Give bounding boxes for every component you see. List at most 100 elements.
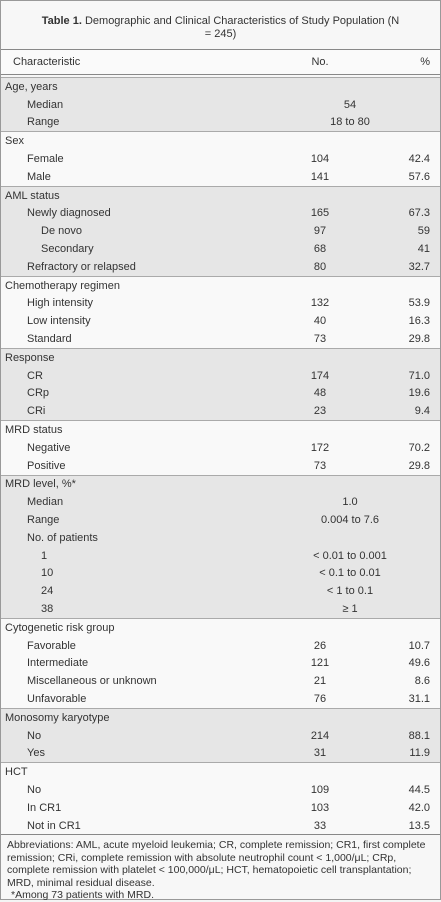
pct-cell: 41 — [417, 243, 430, 256]
table-row: Female 104 42.4 — [1, 150, 440, 168]
row-label: Standard — [27, 333, 72, 346]
header-cell: Characteristic — [13, 56, 81, 68]
table-row: De novo 97 59 — [1, 222, 440, 241]
row-label: De novo — [41, 225, 82, 238]
section-row: Sex — [1, 131, 440, 151]
no-cell: 132 — [310, 297, 330, 310]
row-label: Female — [27, 153, 64, 166]
table-row: No 214 88.1 — [1, 726, 440, 745]
pct-cell: 32.7 — [408, 260, 430, 273]
section-title: Sex — [5, 135, 24, 148]
footer: Abbreviations: AML, acute myeloid leukem… — [1, 835, 440, 902]
header-row: Characteristic No. % — [1, 49, 440, 75]
pct-cell: 49.6 — [408, 657, 430, 670]
row-label: Median — [27, 496, 64, 509]
section-row: Monosomy karyotype — [1, 707, 440, 727]
row-label: Unfavorable — [27, 692, 87, 705]
table-row: Median 54 — [1, 95, 440, 114]
table-row: Range 18 to 80 — [1, 113, 440, 132]
no-cell: 165 — [310, 207, 330, 220]
table-row: 1 < 0.01 to 0.001 — [1, 546, 440, 565]
pct-cell: 11.9 — [409, 747, 430, 760]
section-title: MRD level, %* — [5, 478, 76, 491]
no-cell: 104 — [310, 153, 330, 166]
pct-cell: 53.9 — [408, 297, 430, 310]
no-cell: 26 — [313, 639, 327, 652]
value-cell: 1.0 — [342, 496, 358, 509]
row-label: Favorable — [27, 639, 76, 652]
table-body: Age, years Median 54 Range 18 to 80 Sex Female… — [1, 75, 440, 836]
no-cell: 141 — [310, 170, 330, 183]
footnote: *Among 73 patients with MRD. — [11, 889, 154, 902]
no-cell: 172 — [310, 441, 330, 454]
row-label: Low intensity — [27, 315, 91, 328]
table-row: CRp 48 19.6 — [1, 384, 440, 403]
value-cell: < 0.01 to 0.001 — [313, 549, 387, 562]
row-label: Yes — [27, 747, 45, 760]
table-row: Secondary 68 41 — [1, 240, 440, 258]
section-title: Age, years — [5, 80, 58, 93]
section-row: Age, years — [1, 77, 440, 96]
table-row: Positive 73 29.8 — [1, 456, 440, 475]
no-cell: 21 — [313, 675, 327, 688]
section-row: MRD level, %* — [1, 474, 440, 494]
value-cell: ≥ 1 — [342, 603, 358, 615]
row-label: 10 — [41, 567, 54, 580]
value-cell: < 0.1 to 0.01 — [319, 567, 381, 580]
section-row: HCT — [1, 762, 440, 782]
no-cell: 33 — [313, 819, 327, 832]
pct-cell: 16.3 — [408, 315, 430, 328]
table-row: In CR1 103 42.0 — [1, 798, 440, 817]
row-label: High intensity — [27, 297, 94, 310]
pct-cell: 57.6 — [408, 170, 430, 183]
row-label: Secondary — [41, 243, 94, 256]
no-cell: 23 — [313, 405, 327, 418]
row-label: Negative — [27, 441, 71, 454]
title-label: Table 1. — [41, 15, 82, 27]
no-cell: 76 — [313, 692, 327, 705]
row-label: No — [27, 729, 42, 742]
section-title: MRD status — [5, 424, 63, 437]
table-row: Low intensity 40 16.3 — [1, 312, 440, 331]
pct-cell: 88.1 — [408, 729, 430, 742]
section-row: Response — [1, 347, 440, 367]
section-title: AML status — [5, 189, 60, 202]
row-label: Intermediate — [27, 657, 89, 670]
table-row: Miscellaneous or unknown 21 8.6 — [1, 672, 440, 691]
table-row: 38 ≥ 1 — [1, 600, 440, 618]
row-label: In CR1 — [27, 801, 62, 814]
pct-cell: 19.6 — [408, 387, 430, 400]
row-label: Median — [27, 98, 64, 111]
row-label: Range — [27, 514, 60, 527]
table-row: High intensity 132 53.9 — [1, 294, 440, 313]
pct-cell: 29.8 — [408, 333, 430, 346]
table-row: Negative 172 70.2 — [1, 438, 440, 457]
pct-cell: 13.5 — [408, 819, 430, 832]
no-cell: 80 — [313, 260, 327, 273]
row-label: Not in CR1 — [27, 819, 81, 832]
table-row: 24 < 1 to 0.1 — [1, 582, 440, 601]
row-label: 1 — [41, 549, 48, 562]
row-label: 24 — [41, 585, 54, 598]
table-row: CRi 23 9.4 — [1, 402, 440, 421]
pct-cell: 10.7 — [408, 639, 430, 652]
table-row: Yes 31 11.9 — [1, 744, 440, 763]
section-title: Response — [5, 351, 55, 364]
row-label: Newly diagnosed — [27, 207, 111, 220]
table-row: No 109 44.5 — [1, 781, 440, 799]
pct-cell: 42.0 — [408, 801, 430, 814]
no-cell: 31 — [313, 747, 327, 760]
row-label: Range — [27, 116, 60, 129]
value-cell: 0.004 to 7.6 — [320, 514, 380, 527]
section-row: MRD status — [1, 420, 440, 439]
no-cell: 109 — [310, 783, 330, 796]
section-row: Chemotherapy regimen — [1, 275, 440, 295]
no-cell: 174 — [310, 369, 330, 382]
table-row: 10 < 0.1 to 0.01 — [1, 564, 440, 583]
table-row: Refractory or relapsed 80 32.7 — [1, 257, 440, 276]
table-row: CR 174 71.0 — [1, 366, 440, 385]
no-cell: 73 — [313, 459, 327, 472]
no-cell: 73 — [313, 333, 327, 346]
row-label: Male — [27, 170, 51, 183]
